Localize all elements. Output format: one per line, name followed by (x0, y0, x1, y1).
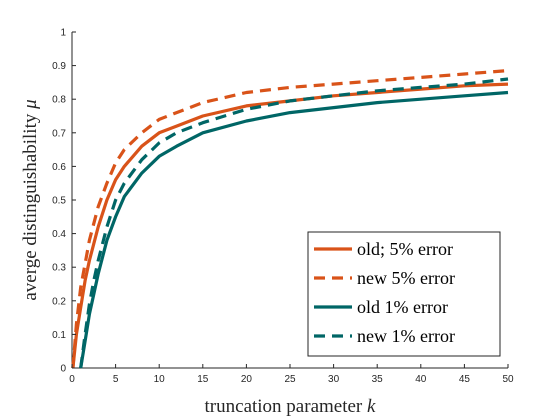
x-tick-label: 35 (372, 374, 384, 385)
x-tick-label: 20 (241, 374, 253, 385)
y-axis-label-text: averge distinguishability (20, 109, 41, 301)
x-tick-label: 15 (197, 374, 209, 385)
y-tick-label: 0.5 (52, 196, 66, 207)
y-tick-label: 0 (60, 364, 66, 375)
x-axis-label-text: truncation parameter (205, 396, 367, 417)
x-tick-label: 5 (113, 374, 119, 385)
x-tick-label: 10 (154, 374, 166, 385)
x-tick-label: 25 (284, 374, 296, 385)
x-tick-label: 45 (459, 374, 471, 385)
series-line-1 (71, 82, 509, 369)
legend: old; 5% error new 5% error old 1% error new… (307, 231, 501, 357)
series-line-3 (79, 90, 509, 369)
legend-label-3: old 1% error (357, 297, 448, 317)
y-tick-label: 0.1 (52, 330, 66, 341)
y-tick-label: 0.2 (52, 296, 66, 307)
x-axis-label-var: k (367, 396, 376, 417)
x-axis-label: truncation parameter k (205, 396, 376, 417)
x-tick-label: 50 (502, 374, 514, 385)
series-line-2 (71, 69, 509, 369)
x-tick-label: 0 (69, 374, 75, 385)
legend-label-1: old; 5% error (357, 239, 453, 259)
y-axis-label-var: μ (20, 99, 41, 110)
y-tick-label: 0.8 (52, 95, 66, 106)
series-layer (71, 69, 509, 369)
legend-label-2: new 5% error (357, 268, 455, 288)
y-tick-label: 0.7 (52, 128, 66, 139)
x-tick-label: 40 (415, 374, 427, 385)
y-tick-label: 0.3 (52, 263, 66, 274)
y-tick-label: 0.6 (52, 162, 66, 173)
y-tick-label: 1 (60, 28, 66, 39)
legend-label-4: new 1% error (357, 326, 455, 346)
series-line-4 (79, 77, 509, 369)
x-tick-label: 30 (328, 374, 340, 385)
ticks-layer: 0 5 10 15 20 25 30 35 40 45 50 0 0.1 0.2 0.3 0.4 0.5 0.6 0… (52, 28, 514, 386)
y-axis-label: averge distinguishability μ (20, 99, 41, 300)
y-tick-label: 0.4 (52, 229, 66, 240)
y-tick-label: 0.9 (52, 61, 66, 72)
